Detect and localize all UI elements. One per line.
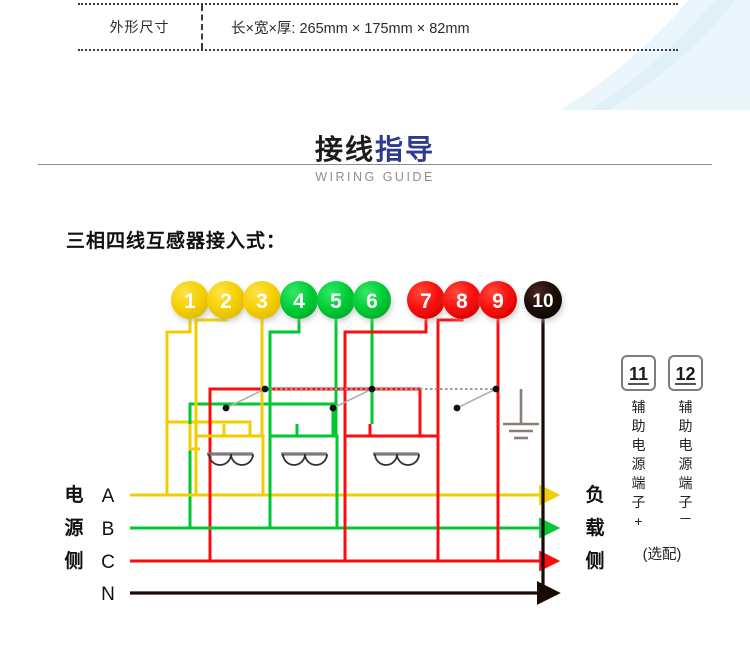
- wiring-diagram-svg: 1 2 3 4 5 6 7 8: [64, 281, 703, 605]
- title-divider: [38, 164, 712, 165]
- svg-text:源: 源: [64, 516, 83, 539]
- phase-label-n: N: [101, 584, 115, 605]
- diagram-heading: 三相四线互感器接入式：: [66, 231, 287, 252]
- svg-text:侧: 侧: [64, 550, 83, 572]
- ground-symbol: [503, 389, 539, 440]
- terminal-4[interactable]: 4: [280, 281, 318, 319]
- svg-text:源: 源: [632, 456, 646, 472]
- shorting-link-1: [225, 388, 266, 409]
- aux-sign-plus: +: [634, 513, 642, 529]
- ct-coil-3: [374, 453, 420, 466]
- wiring-diagram: 1 2 3 4 5 6 7 8: [0, 272, 750, 632]
- phase-labels: A B C N: [101, 486, 115, 605]
- page-title-primary: 接线: [314, 134, 375, 165]
- terminal-label: 2: [220, 290, 232, 313]
- svg-text:负: 负: [585, 483, 604, 506]
- table-row: 外形尺寸 长×宽×厚: 265mm × 175mm × 82mm: [78, 3, 678, 51]
- terminal-2[interactable]: 2: [207, 281, 245, 319]
- load-side-label: 负 载 侧: [585, 483, 604, 572]
- svg-text:辅: 辅: [632, 399, 646, 415]
- terminal-label: 10: [532, 291, 553, 312]
- spec-value: 长×宽×厚: 265mm × 175mm × 82mm: [231, 20, 470, 37]
- aux-terminal-12[interactable]: 12: [668, 355, 703, 391]
- aux-terminal-11[interactable]: 11: [621, 355, 656, 391]
- aux-terminal-11-label: 辅 助 电 源 端 子 +: [632, 399, 646, 529]
- svg-text:子: 子: [679, 494, 693, 510]
- svg-text:端: 端: [679, 475, 693, 491]
- ct-group-1: [137, 424, 265, 497]
- terminal-label: 4: [293, 290, 305, 313]
- terminal-1[interactable]: 1: [171, 281, 209, 319]
- terminal-6[interactable]: 6: [353, 281, 391, 319]
- svg-text:助: 助: [632, 418, 646, 434]
- terminal-row: 1 2 3 4 5 6 7 8: [171, 281, 562, 319]
- page-subtitle: WIRING GUIDE: [315, 170, 435, 184]
- shorting-link-3: [456, 388, 497, 409]
- spec-table: 外形尺寸 长×宽×厚: 265mm × 175mm × 82mm: [78, 3, 678, 51]
- svg-text:辅: 辅: [679, 399, 693, 415]
- shorting-link-2: [332, 388, 373, 409]
- shorting-links: [222, 385, 500, 412]
- aux-terminal-number: 12: [675, 364, 695, 384]
- terminal-9[interactable]: 9: [479, 281, 517, 319]
- svg-text:助: 助: [679, 418, 693, 434]
- terminal-label: 6: [366, 290, 378, 313]
- svg-text:电: 电: [64, 483, 83, 506]
- terminal-8[interactable]: 8: [443, 281, 481, 319]
- terminal-label: 7: [420, 290, 432, 313]
- source-side-label: 电 源 侧: [64, 483, 83, 572]
- svg-text:子: 子: [632, 494, 646, 510]
- terminal-label: 5: [330, 290, 342, 313]
- page-title-accent: 指导: [375, 134, 436, 165]
- terminal-7[interactable]: 7: [407, 281, 445, 319]
- ct-primary-c: [208, 387, 422, 561]
- aux-terminal-12-label: 辅 助 电 源 端 子 －: [679, 399, 693, 527]
- aux-optional-note: (选配): [643, 546, 682, 563]
- svg-text:端: 端: [632, 475, 646, 491]
- ct-coil-2: [282, 453, 328, 466]
- terminal-label: 3: [256, 290, 268, 313]
- terminal-3[interactable]: 3: [243, 281, 281, 319]
- svg-text:电: 电: [632, 437, 646, 453]
- ct-coil-1: [208, 453, 254, 466]
- ct-primary-a: [165, 420, 252, 495]
- terminal-label: 9: [492, 290, 504, 313]
- phase-label-b: B: [102, 519, 115, 540]
- phase-label-a: A: [102, 486, 115, 507]
- terminal-5[interactable]: 5: [317, 281, 355, 319]
- svg-text:载: 载: [585, 516, 604, 539]
- ct-group-2: [137, 434, 339, 530]
- page-title: 接线指导: [0, 128, 750, 168]
- terminal-label: 1: [184, 290, 196, 313]
- aux-terminal-number: 11: [629, 364, 648, 384]
- ct-group-3: [137, 434, 440, 563]
- aux-sign-minus: －: [679, 511, 693, 527]
- terminal-drop-wires: [165, 300, 545, 593]
- svg-text:电: 电: [679, 437, 693, 453]
- terminal-10[interactable]: 10: [524, 281, 562, 319]
- svg-text:源: 源: [679, 456, 693, 472]
- svg-text:侧: 侧: [585, 550, 604, 572]
- terminal-label: 8: [456, 290, 468, 313]
- phase-label-c: C: [101, 552, 115, 573]
- spec-label: 外形尺寸: [78, 5, 203, 49]
- phase-bus-lines: [130, 484, 561, 605]
